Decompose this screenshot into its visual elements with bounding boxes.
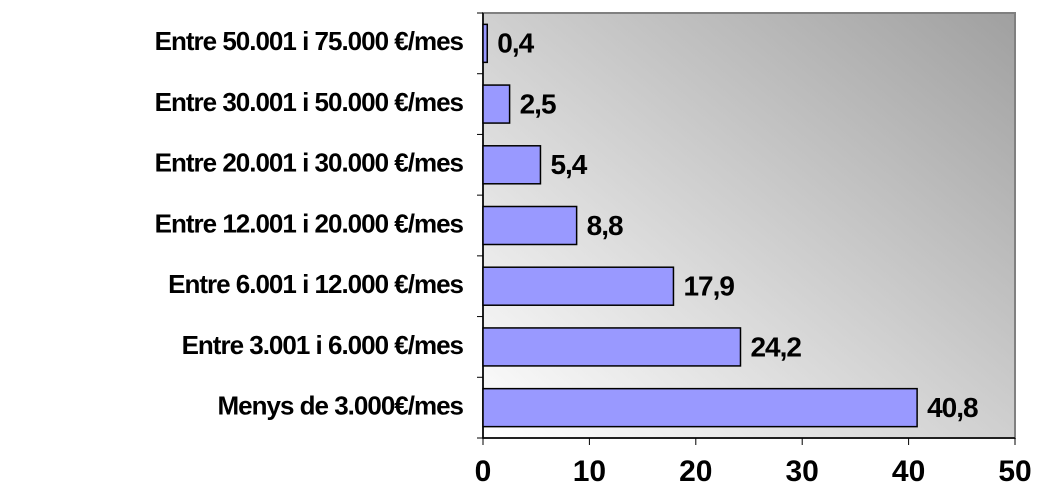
value-label: 24,2 [750, 331, 801, 362]
bar [482, 145, 542, 185]
value-label: 5,4 [550, 149, 587, 180]
x-tick-label: 10 [573, 455, 606, 488]
bar [482, 266, 675, 306]
category-label: Entre 6.001 i 12.000 €/mes [168, 269, 463, 299]
x-tick-label: 20 [679, 455, 712, 488]
bar [482, 23, 489, 64]
bar [482, 84, 511, 124]
value-label: 17,9 [683, 271, 734, 302]
x-tick-label: 30 [786, 455, 819, 488]
x-tick-label: 40 [892, 455, 925, 488]
x-tick-label: 50 [998, 455, 1031, 488]
category-label: Entre 30.001 i 50.000 €/mes [155, 87, 464, 117]
value-label: 40,8 [927, 392, 978, 423]
category-label: Entre 12.001 i 20.000 €/mes [155, 208, 464, 238]
bar [482, 205, 578, 246]
bar [482, 387, 918, 428]
category-label: Entre 50.001 i 75.000 €/mes [155, 26, 464, 56]
value-label: 2,5 [520, 88, 556, 119]
category-label: Entre 20.001 i 30.000 €/mes [155, 148, 464, 178]
category-label: Entre 3.001 i 6.000 €/mes [182, 330, 464, 360]
bar [482, 327, 742, 367]
value-label: 8,8 [587, 210, 623, 241]
value-label: 0,4 [497, 28, 534, 59]
x-tick-label: 0 [475, 455, 492, 488]
category-label: Menys de 3.000€/mes [218, 391, 464, 421]
